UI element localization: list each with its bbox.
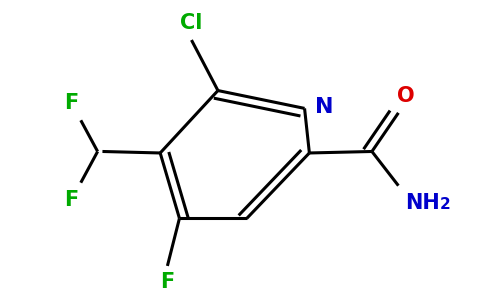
Text: 2: 2 (440, 197, 451, 212)
Text: F: F (64, 190, 78, 209)
Text: NH: NH (405, 193, 439, 212)
Text: F: F (64, 93, 78, 113)
Text: Cl: Cl (180, 13, 203, 33)
Text: O: O (397, 86, 414, 106)
Text: N: N (315, 97, 333, 117)
Text: F: F (160, 272, 175, 292)
